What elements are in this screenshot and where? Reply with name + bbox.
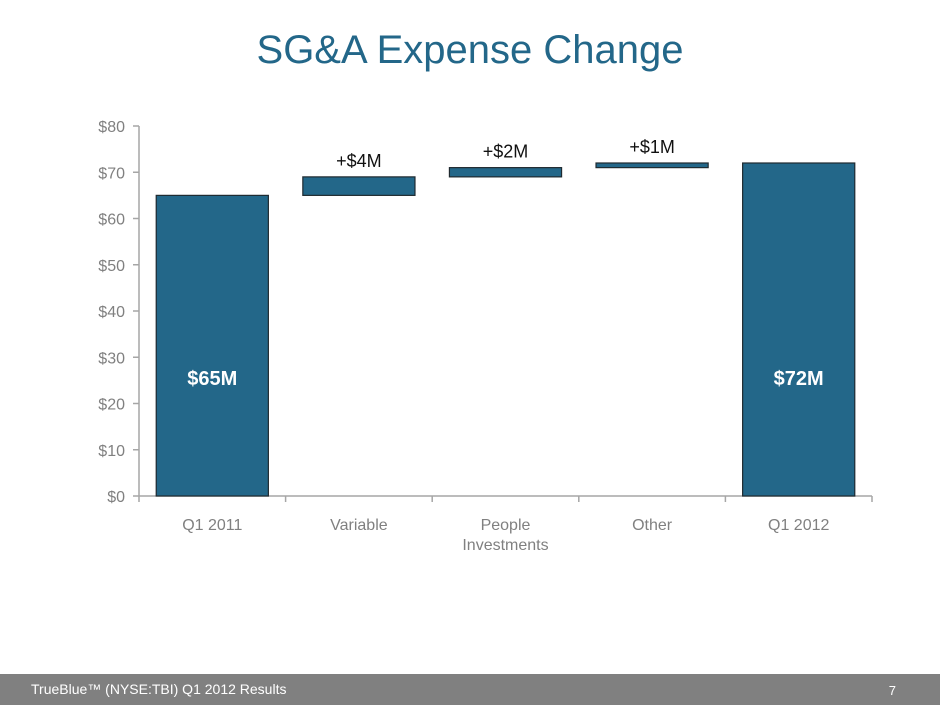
y-tick-label: $0	[107, 489, 125, 506]
x-category-label-line: Q1 2011	[182, 517, 242, 534]
footer-bar: TrueBlue™ (NYSE:TBI) Q1 2012 Results 7	[0, 674, 940, 705]
x-category-label: People Investments	[462, 517, 548, 554]
x-category-label-line: People	[481, 517, 531, 534]
total-data-label: $72M	[774, 368, 824, 390]
x-category-label-line: Other	[632, 517, 673, 534]
x-category-label-line: Q1 2012	[768, 517, 829, 534]
y-tick-label: $80	[98, 119, 125, 136]
waterfall-chart: $0 $10 $20 $30 $40 $50 $60 $70 $80 Q1 2011 Variab…	[98, 119, 873, 554]
y-tick-label: $60	[98, 212, 125, 229]
total-bar	[155, 194, 269, 497]
y-tick-label: $70	[98, 165, 125, 182]
delta-bar	[595, 162, 709, 169]
y-axis: $0 $10 $20 $30 $40 $50 $60 $70 $80	[98, 119, 140, 506]
delta-data-label: +$1M	[629, 137, 675, 157]
x-category-label: Q1 2011	[182, 517, 242, 534]
delta-bar	[302, 176, 416, 196]
data-labels: $65M +$4M +$2M +$1M $72M	[187, 137, 823, 390]
footer-text: TrueBlue™ (NYSE:TBI) Q1 2012 Results	[31, 681, 287, 697]
x-category-label-line: Variable	[330, 517, 388, 534]
y-tick-label: $10	[98, 443, 125, 460]
delta-bar	[448, 167, 563, 178]
delta-data-label: +$4M	[336, 151, 382, 171]
x-category-label-line: Investments	[462, 537, 548, 554]
x-category-label: Other	[632, 517, 673, 534]
bars	[155, 162, 856, 497]
y-tick-label: $40	[98, 304, 125, 321]
delta-data-label: +$2M	[483, 142, 529, 162]
x-category-label: Q1 2012	[768, 517, 829, 534]
x-category-label: Variable	[330, 517, 388, 534]
total-bar	[742, 162, 856, 497]
y-tick-label: $20	[98, 397, 125, 414]
slide-title: SG&A Expense Change	[256, 28, 684, 72]
total-data-label: $65M	[187, 368, 237, 390]
x-axis: Q1 2011 Variable People Investments Other Q1 …	[138, 495, 873, 554]
page-number: 7	[888, 683, 896, 698]
y-tick-label: $30	[98, 350, 125, 367]
y-tick-label: $50	[98, 258, 125, 275]
